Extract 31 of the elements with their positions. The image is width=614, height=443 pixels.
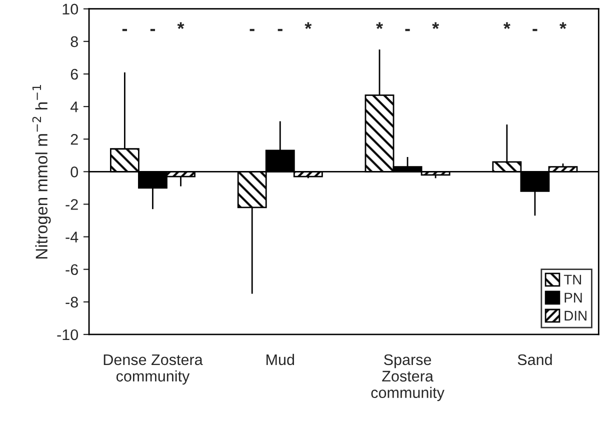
annotation: - [250,28,254,32]
annotation: * [503,22,510,29]
annotation: * [560,22,566,29]
annotation: - [278,28,282,32]
annotation: - [532,28,538,32]
y-tick-label: -6 [66,264,78,276]
annotation: * [304,22,312,29]
y-axis-title: Nitrogen mmol m$^{−2}$ h$^{−1}$ [32,85,51,259]
y-tick-label: -8 [66,296,78,308]
y-tick-label: -2 [66,199,78,210]
legend-label: DIN [564,310,586,320]
annotation: - [405,28,410,32]
x-tick-label: Dense Zostera community [104,354,203,385]
annotation: * [177,22,184,29]
annotation: * [376,22,384,29]
legend-label: TN [564,274,581,284]
y-tick-label: 0 [70,166,78,178]
x-tick-label: Sparse Zostera community [371,354,444,402]
y-tick-label: 6 [70,68,78,80]
y-tick-label: -4 [66,232,78,242]
y-tick-label: 10 [62,4,78,15]
y-tick-label: 4 [70,102,78,112]
annotation: - [122,28,127,32]
annotation: - [150,28,156,32]
annotation: * [432,22,440,29]
x-tick-label: Sand [518,354,552,366]
y-tick-label: -10 [57,329,78,340]
x-tick-label: Mud [266,354,294,366]
y-tick-label: 2 [70,134,78,145]
y-tick-label: 8 [70,36,78,48]
legend-label: PN [564,292,582,302]
